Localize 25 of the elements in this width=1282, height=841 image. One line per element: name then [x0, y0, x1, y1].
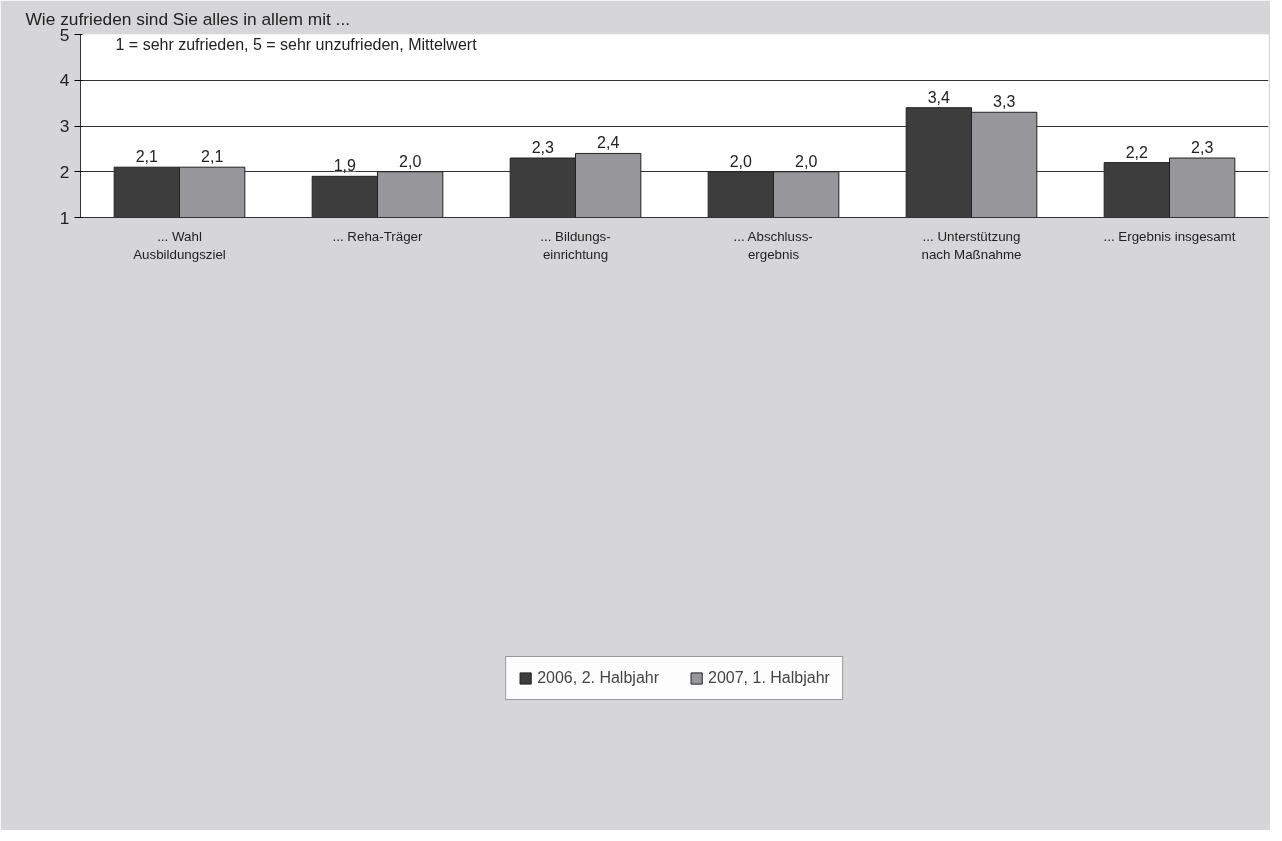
x-tick-label: ... Ergebnis insgesamt [1103, 228, 1236, 244]
x-tick-label: ... Wahl Ausbildungsziel [133, 228, 226, 262]
annotation: 1 = sehr zufrieden, 5 = sehr unzufrieden, Mittelwert [115, 35, 478, 53]
y-tick-label: 1 [59, 207, 70, 228]
data-label: 2,3 [1191, 139, 1214, 157]
legend-label: 2006, 2. Halbjahr [537, 668, 659, 687]
data-label: 2,0 [729, 152, 753, 170]
data-label: 2,0 [399, 152, 422, 170]
x-tick-label: ... Abschluss- ergebnis [733, 228, 813, 262]
data-label: 2,3 [531, 139, 555, 157]
y-tick-label: 3 [59, 116, 70, 136]
data-label: 3,4 [927, 88, 951, 106]
data-label: 2,1 [135, 148, 159, 166]
data-label: 2,0 [795, 152, 818, 170]
legend-label: 2007, 1. Halbjahr [708, 668, 830, 687]
x-tick-label: ... Unterstützung nach Maßnahme [921, 228, 1022, 262]
data-label: 2,1 [201, 148, 224, 166]
data-label: 2,2 [1125, 143, 1149, 161]
data-label: 2,4 [597, 134, 620, 152]
y-tick-label: 2 [59, 161, 70, 182]
x-tick-label: ... Bildungs- einrichtung [540, 228, 611, 262]
data-label: 1,9 [333, 157, 357, 175]
x-tick-label: ... Reha-Träger [332, 228, 423, 244]
y-tick-label: 4 [59, 70, 70, 91]
data-label: 3,3 [993, 93, 1016, 111]
